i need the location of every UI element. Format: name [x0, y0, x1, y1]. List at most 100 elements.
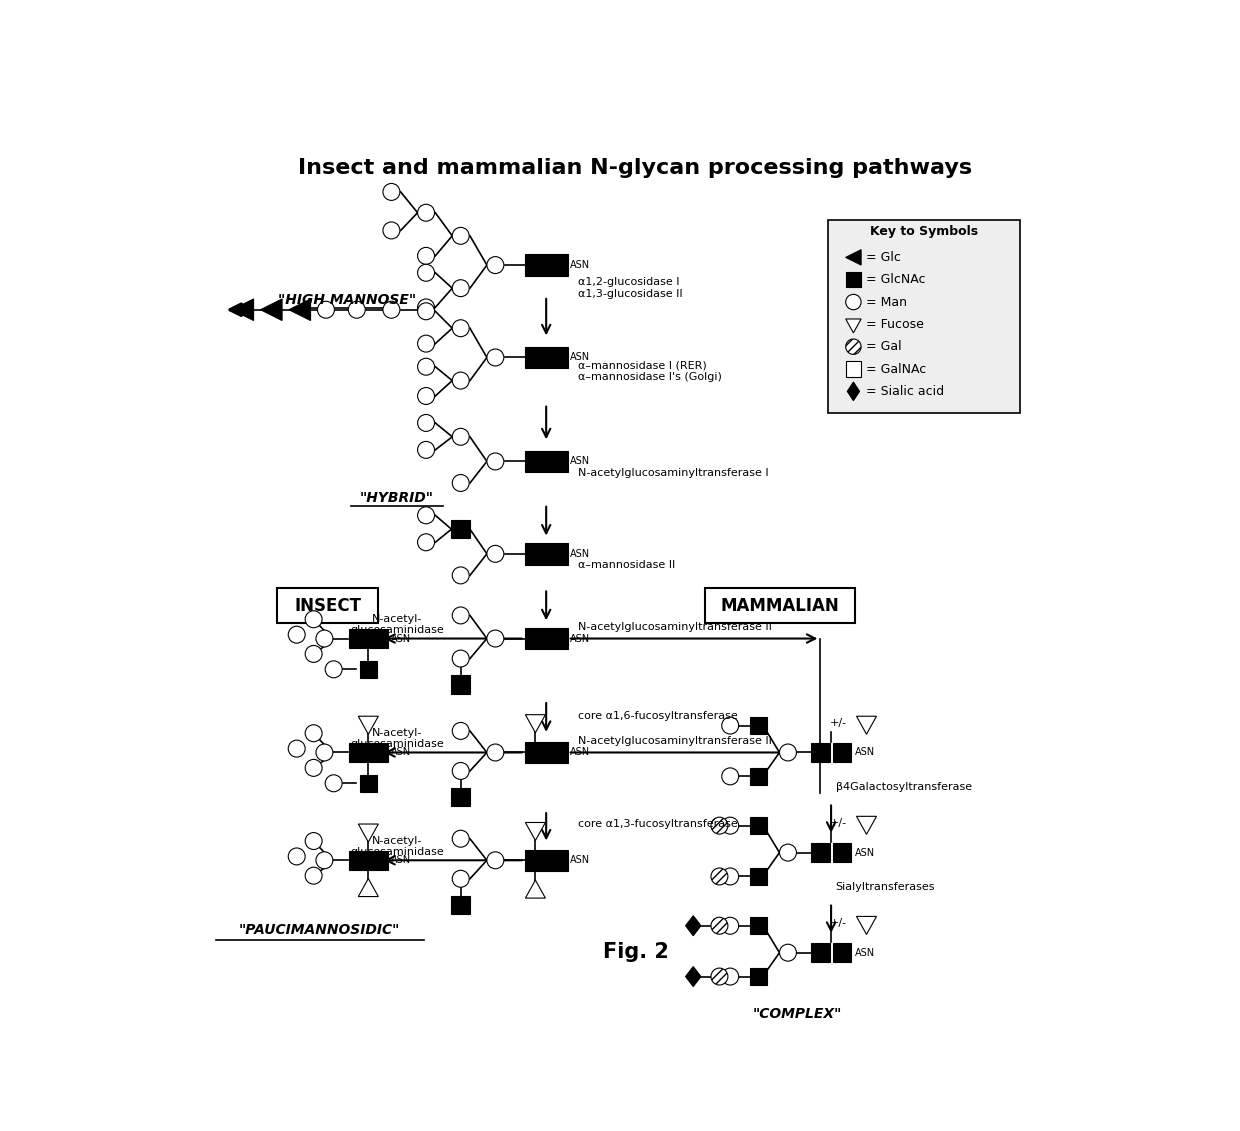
Circle shape [780, 944, 796, 961]
Text: α1,2-glucosidase I
α1,3-glucosidase II: α1,2-glucosidase I α1,3-glucosidase II [578, 277, 682, 299]
Circle shape [487, 452, 503, 469]
Text: = Fucose: = Fucose [867, 318, 924, 331]
Circle shape [305, 759, 322, 776]
Circle shape [418, 359, 434, 375]
Text: Sialyltransferases: Sialyltransferases [836, 882, 935, 892]
Text: N-acetyl-
glucosaminidase: N-acetyl- glucosaminidase [350, 728, 444, 750]
Bar [811, 943, 830, 962]
Bar [451, 675, 470, 694]
Polygon shape [526, 822, 546, 840]
Text: ASN: ASN [570, 353, 590, 362]
Circle shape [846, 339, 861, 354]
Text: N-acetylglucosaminyltransferase I: N-acetylglucosaminyltransferase I [578, 468, 769, 478]
Bar [525, 254, 546, 276]
Circle shape [722, 717, 739, 734]
Bar [750, 768, 768, 785]
Circle shape [722, 968, 739, 985]
Bar [451, 896, 470, 914]
Circle shape [418, 507, 434, 524]
Polygon shape [358, 879, 378, 897]
Bar [451, 788, 470, 806]
Polygon shape [686, 916, 701, 935]
Text: ASN: ASN [570, 549, 590, 559]
Bar [350, 629, 367, 648]
Circle shape [487, 630, 503, 647]
Text: "HYBRID": "HYBRID" [360, 491, 434, 506]
Polygon shape [232, 299, 253, 320]
Text: α–mannosidase I (RER)
α–mannosidase I's (Golgi): α–mannosidase I (RER) α–mannosidase I's … [578, 361, 722, 382]
Circle shape [722, 917, 739, 934]
Circle shape [316, 630, 332, 647]
Text: ASN: ASN [854, 847, 875, 857]
Bar [846, 273, 861, 287]
Circle shape [316, 744, 332, 761]
Text: = GlcNAc: = GlcNAc [867, 274, 926, 286]
Text: N-acetyl-
glucosaminidase: N-acetyl- glucosaminidase [350, 836, 444, 857]
Text: MAMMALIAN: MAMMALIAN [720, 597, 839, 615]
Polygon shape [846, 250, 861, 265]
Text: +/-: +/- [830, 918, 847, 929]
Text: ASN: ASN [570, 855, 590, 865]
Text: N-acetyl-
glucosaminidase: N-acetyl- glucosaminidase [350, 614, 444, 636]
Circle shape [846, 294, 861, 310]
Text: ASN: ASN [570, 748, 590, 758]
Circle shape [325, 775, 342, 792]
Text: ASN: ASN [392, 633, 412, 644]
Circle shape [453, 762, 469, 779]
Text: ASN: ASN [854, 948, 875, 958]
Circle shape [305, 646, 322, 663]
Bar [811, 743, 830, 762]
Circle shape [418, 335, 434, 352]
Bar [546, 849, 568, 871]
Polygon shape [686, 967, 701, 986]
Bar [546, 254, 568, 276]
Bar [278, 588, 377, 623]
Polygon shape [526, 715, 546, 733]
Bar [546, 628, 568, 649]
Text: Insect and mammalian N-glycan processing pathways: Insect and mammalian N-glycan processing… [299, 158, 972, 178]
Text: N-acetylglucosaminyltransferase II: N-acetylglucosaminyltransferase II [578, 622, 771, 632]
Bar [525, 450, 546, 473]
Bar [846, 361, 861, 377]
Text: ASN: ASN [570, 260, 590, 270]
Bar [546, 543, 568, 564]
Polygon shape [526, 880, 546, 898]
Circle shape [418, 388, 434, 405]
Circle shape [711, 818, 728, 834]
Text: "HIGH MANNOSE": "HIGH MANNOSE" [278, 293, 415, 307]
Circle shape [453, 870, 469, 887]
Bar [360, 661, 377, 677]
Circle shape [453, 475, 469, 492]
Text: INSECT: INSECT [294, 597, 361, 615]
Bar [750, 917, 768, 934]
Circle shape [316, 852, 332, 869]
Bar [811, 844, 830, 862]
Circle shape [418, 414, 434, 431]
Text: +/-: +/- [830, 718, 847, 728]
Text: = Sialic acid: = Sialic acid [867, 385, 945, 398]
Circle shape [418, 303, 434, 320]
Circle shape [418, 248, 434, 265]
Text: Key to Symbols: Key to Symbols [870, 225, 978, 239]
Bar [832, 743, 851, 762]
Circle shape [487, 349, 503, 366]
Bar [350, 743, 367, 762]
Bar [350, 851, 367, 870]
Bar [525, 628, 546, 649]
Circle shape [383, 183, 399, 200]
Bar [750, 867, 768, 884]
Polygon shape [857, 916, 877, 934]
Text: "COMPLEX": "COMPLEX" [753, 1008, 842, 1021]
Polygon shape [289, 299, 310, 320]
Circle shape [383, 222, 399, 239]
Circle shape [305, 867, 322, 884]
Text: ASN: ASN [392, 855, 412, 865]
Text: core α1,6-fucosyltransferase: core α1,6-fucosyltransferase [578, 710, 738, 720]
Text: ASN: ASN [854, 748, 875, 758]
Circle shape [487, 852, 503, 869]
Circle shape [288, 848, 305, 865]
Circle shape [317, 301, 335, 318]
Circle shape [348, 301, 366, 318]
Text: N-acetylglucosaminyltransferase II: N-acetylglucosaminyltransferase II [578, 736, 771, 746]
Bar [525, 742, 546, 763]
